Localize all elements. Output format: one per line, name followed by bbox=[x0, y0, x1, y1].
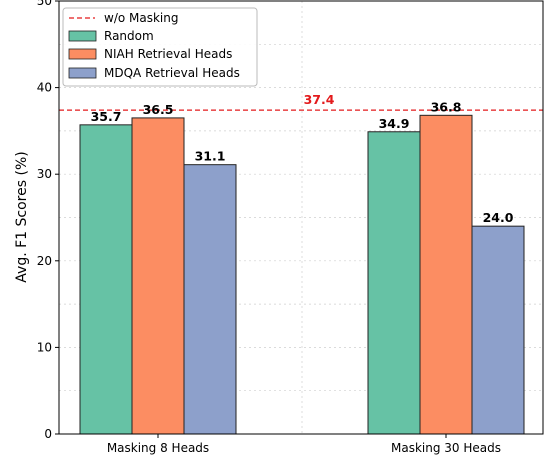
bar-value-labels: 35.7 34.9 36.5 36.8 31.1 24.0 bbox=[91, 99, 514, 225]
y-tick-label: 20 bbox=[37, 254, 52, 268]
reference-line-group: 37.4 bbox=[59, 92, 543, 111]
legend-swatch bbox=[68, 67, 97, 79]
legend-label: MDQA Retrieval Heads bbox=[104, 66, 240, 80]
y-tick-label: 10 bbox=[37, 340, 52, 354]
bars bbox=[79, 114, 525, 435]
legend-label: NIAH Retrieval Heads bbox=[104, 47, 232, 61]
axes: 0 10 20 30 40 50 Masking 8 Heads Masking 30 Hea… bbox=[37, 0, 544, 455]
bar bbox=[367, 131, 421, 435]
bar-value-label: 36.5 bbox=[143, 102, 174, 117]
legend-swatch bbox=[68, 48, 97, 60]
bar bbox=[131, 117, 185, 435]
bar bbox=[183, 164, 237, 435]
bar-value-label: 24.0 bbox=[483, 210, 514, 225]
reference-line-label: 37.4 bbox=[304, 92, 335, 107]
y-tick-label: 50 bbox=[37, 0, 52, 8]
y-tick-label: 40 bbox=[37, 81, 52, 95]
y-tick-label: 0 bbox=[44, 427, 52, 441]
bar-value-label: 35.7 bbox=[91, 109, 122, 124]
bar-value-label: 31.1 bbox=[195, 149, 226, 164]
plot-frame bbox=[58, 0, 544, 435]
bar bbox=[79, 124, 133, 435]
legend-label: Random bbox=[104, 29, 154, 43]
legend: w/o Masking Random NIAH Retrieval Heads MDQ… bbox=[62, 7, 258, 87]
y-axis-title: Avg. F1 Scores (%) bbox=[14, 151, 30, 282]
x-tick-label: Masking 30 Heads bbox=[391, 441, 501, 455]
legend-swatch bbox=[68, 30, 97, 42]
bar bbox=[419, 114, 473, 435]
legend-box bbox=[62, 7, 258, 87]
legend-label: w/o Masking bbox=[104, 11, 178, 25]
bar bbox=[471, 225, 525, 435]
bar-value-label: 34.9 bbox=[379, 116, 410, 131]
bar-value-label: 36.8 bbox=[431, 99, 462, 114]
x-tick-label: Masking 8 Heads bbox=[107, 441, 209, 455]
y-tick-label: 30 bbox=[37, 167, 52, 181]
